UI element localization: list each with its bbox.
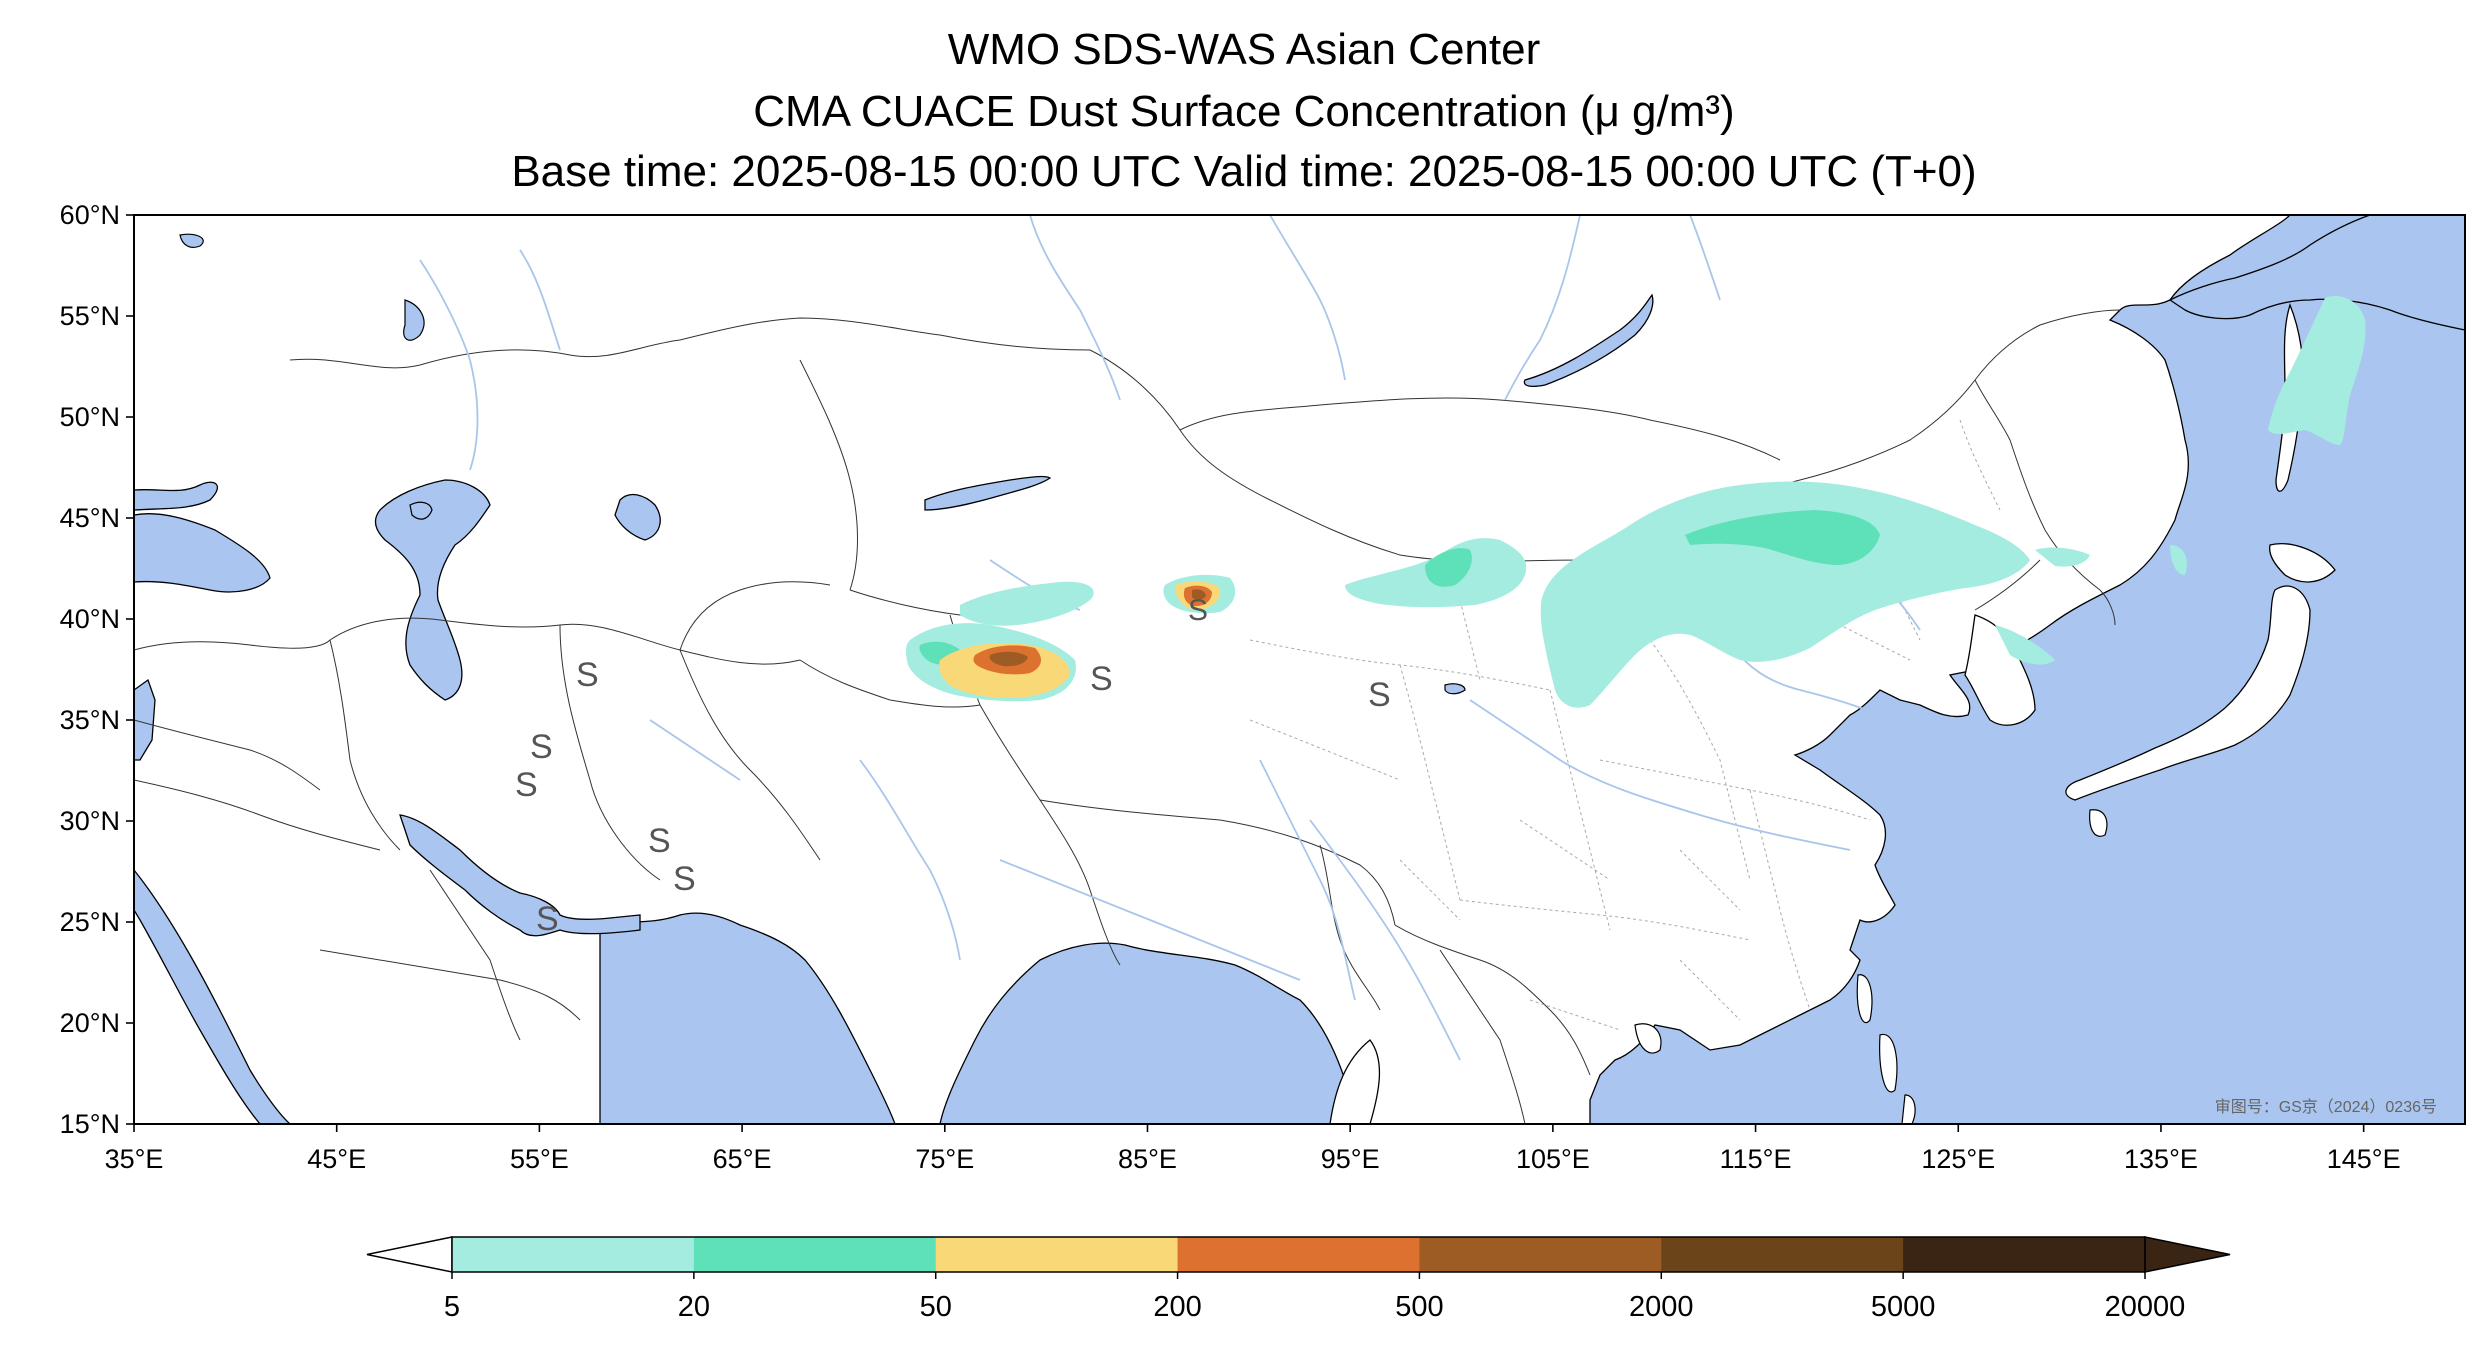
title-line-3: Base time: 2025-08-15 00:00 UTC Valid ti… [511, 147, 1977, 196]
colorbar-extend-max [2144, 1236, 2231, 1273]
svg-text:S: S [536, 900, 559, 938]
lat-tick-label: 40°N [60, 604, 120, 634]
map-frame [133, 214, 2466, 1125]
lon-tick-label: 125°E [1921, 1144, 1995, 1174]
lon-tick-label: 105°E [1516, 1144, 1590, 1174]
colorbar-segment [452, 1237, 695, 1272]
dust-contours [905, 296, 2366, 708]
lon-tick-label: 135°E [2124, 1144, 2198, 1174]
colorbar-segment [1177, 1237, 1420, 1272]
colorbar-tick-label: 20 [678, 1291, 710, 1323]
colorbar-frame [451, 1236, 2146, 1273]
eurasia-land [134, 215, 2291, 1124]
svg-text:S: S [576, 656, 599, 694]
colorbar-tick-label: 2000 [1629, 1291, 1694, 1323]
colorbar-tick-label: 200 [1153, 1291, 1201, 1323]
colorbar: 5 20 50 200 500 2000 5000 20000 [366, 1236, 2231, 1323]
latitude-axis: 60°N 55°N 50°N 45°N 40°N 35°N 30°N 25°N 20°N 15°N [60, 200, 134, 1139]
svg-text:S: S [530, 728, 553, 766]
colorbar-segment [693, 1237, 937, 1272]
colorbar-tick-label: 20000 [2105, 1291, 2186, 1323]
lon-tick-label: 75°E [915, 1144, 974, 1174]
lon-tick-label: 55°E [510, 1144, 569, 1174]
lon-tick-label: 35°E [105, 1144, 164, 1174]
lat-tick-label: 50°N [60, 402, 120, 432]
lat-tick-label: 60°N [60, 200, 120, 230]
lat-tick-label: 25°N [60, 907, 120, 937]
arabian-sea [599, 912, 896, 1124]
svg-text:S: S [1368, 676, 1391, 714]
title-line-1: WMO SDS-WAS Asian Center [947, 25, 1541, 74]
svg-text:S: S [673, 860, 696, 898]
red-sea [134, 868, 291, 1124]
bay-of-bengal [939, 942, 1350, 1124]
lat-tick-label: 15°N [60, 1109, 120, 1139]
lon-tick-label: 65°E [713, 1144, 772, 1174]
approval-number: 审图号：GS京（2024）0236号 [2215, 1098, 2437, 1116]
black-sea [134, 513, 271, 593]
dust-level-500-2000 [989, 589, 1206, 667]
svg-text:S: S [1188, 594, 1208, 627]
lake-baikal [1523, 293, 1654, 387]
japan [2065, 585, 2311, 801]
lat-tick-label: 55°N [60, 301, 120, 331]
caspian-sea [374, 479, 491, 701]
lake-balkhash [924, 475, 1052, 511]
title-line-2: CMA CUACE Dust Surface Concentration (μ … [753, 87, 1735, 136]
lat-tick-label: 35°N [60, 705, 120, 735]
colorbar-segment [935, 1237, 1179, 1272]
aral-sea [614, 493, 661, 541]
colorbar-extend-min [366, 1236, 453, 1273]
colorbar-segment [1903, 1237, 2146, 1272]
svg-text:S: S [648, 822, 671, 860]
lat-tick-label: 30°N [60, 806, 120, 836]
longitude-axis: 35°E 45°E 55°E 65°E 75°E 85°E 95°E 105°E 115°E 12… [105, 1124, 2401, 1174]
lat-tick-label: 20°N [60, 1008, 120, 1038]
lon-tick-label: 145°E [2327, 1144, 2401, 1174]
colorbar-segment [1661, 1237, 1904, 1272]
national-borders [134, 309, 2121, 1124]
lon-tick-label: 85°E [1118, 1144, 1177, 1174]
svg-text:S: S [515, 766, 538, 804]
colorbar-tick-label: 500 [1395, 1291, 1443, 1323]
lon-tick-label: 95°E [1321, 1144, 1380, 1174]
lon-tick-label: 45°E [307, 1144, 366, 1174]
lat-tick-label: 45°N [60, 503, 120, 533]
lon-tick-label: 115°E [1720, 1144, 1792, 1174]
svg-text:S: S [1090, 660, 1113, 698]
colorbar-tick-label: 5000 [1871, 1291, 1936, 1323]
map-plot-area [134, 215, 2465, 1124]
colorbar-tick-label: 50 [920, 1291, 952, 1323]
colorbar-segment [1419, 1237, 1662, 1272]
station-marks: S S S S S S S S S [515, 594, 1391, 938]
persian-gulf [399, 814, 641, 937]
colorbar-tick-label: 5 [444, 1291, 460, 1323]
